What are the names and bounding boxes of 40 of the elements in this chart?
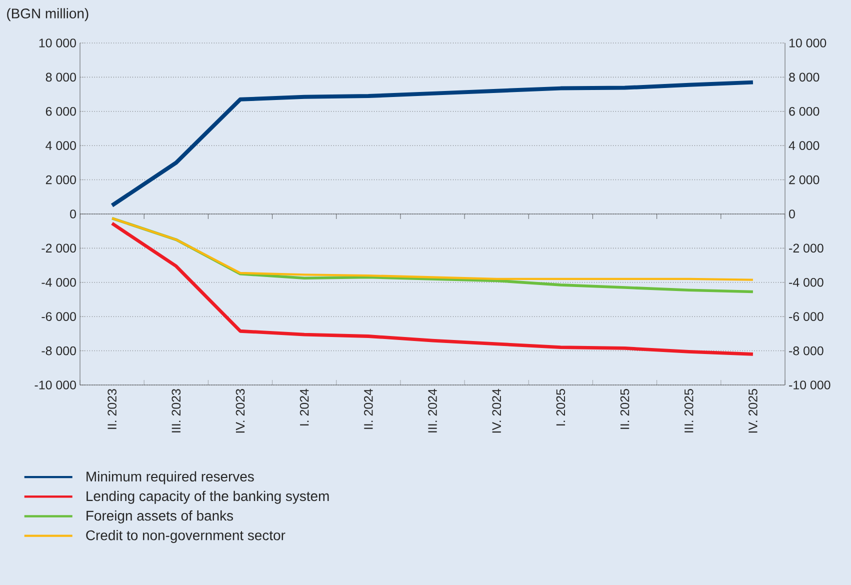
x-tick-label: III. 2024 <box>428 388 437 432</box>
legend-label: Foreign assets of banks <box>86 510 234 524</box>
y-tick-label: 10 000 <box>789 38 826 48</box>
y2-tick-label: 10 000 <box>39 38 76 48</box>
legend-label: Lending capacity of the banking system <box>86 490 329 504</box>
y-tick-label: 0 <box>789 210 795 218</box>
y2-tick-label: 4 000 <box>46 141 76 150</box>
legend-label: Minimum required reserves <box>86 471 254 484</box>
x-tick-label: IV. 2023 <box>236 389 245 433</box>
y-tick-label: 4 000 <box>788 141 820 150</box>
x-tick-label: I. 2025 <box>556 389 566 426</box>
line-series <box>110 222 755 356</box>
x-tick-label: IV. 2024 <box>492 388 502 433</box>
y2-tick-label: 0 <box>70 210 76 218</box>
text: (BGN million) <box>7 8 88 22</box>
y2-tick-label: 6 000 <box>46 106 76 116</box>
y-tick-label: -8 000 <box>789 346 824 356</box>
y2-tick-label: 8 000 <box>46 72 76 82</box>
y-tick-label: 8 000 <box>789 72 820 82</box>
x-tick-label: III. 2025 <box>684 389 694 432</box>
y-tick-label: -10 000 <box>789 380 830 390</box>
x-tick-label: I. 2024 <box>300 388 309 426</box>
y2-tick-label: 2 000 <box>46 175 76 184</box>
x-tick-label: IV. 2025 <box>748 389 758 433</box>
y-tick-label: -4 000 <box>789 278 824 287</box>
line-series <box>110 80 755 208</box>
y-tick-label: -6 000 <box>789 312 824 321</box>
x-tick-label: III. 2023 <box>172 389 181 432</box>
y-tick-label: 6 000 <box>789 106 820 116</box>
y2-tick-label: -8 000 <box>42 346 76 356</box>
x-tick-label: II. 2025 <box>620 389 630 429</box>
y-tick-label: 2 000 <box>789 175 820 184</box>
y2-tick-label: -6 000 <box>42 312 76 321</box>
x-tick-label: II. 2023 <box>108 389 116 429</box>
y2-tick-label: -4 000 <box>42 278 76 287</box>
y2-tick-label: -10 000 <box>34 380 76 390</box>
x-tick-label: II. 2024 <box>364 388 373 429</box>
legend-label: Credit to non-government sector <box>86 530 286 544</box>
y-tick-label: -2 000 <box>789 244 824 253</box>
y2-tick-label: -2 000 <box>42 244 76 253</box>
